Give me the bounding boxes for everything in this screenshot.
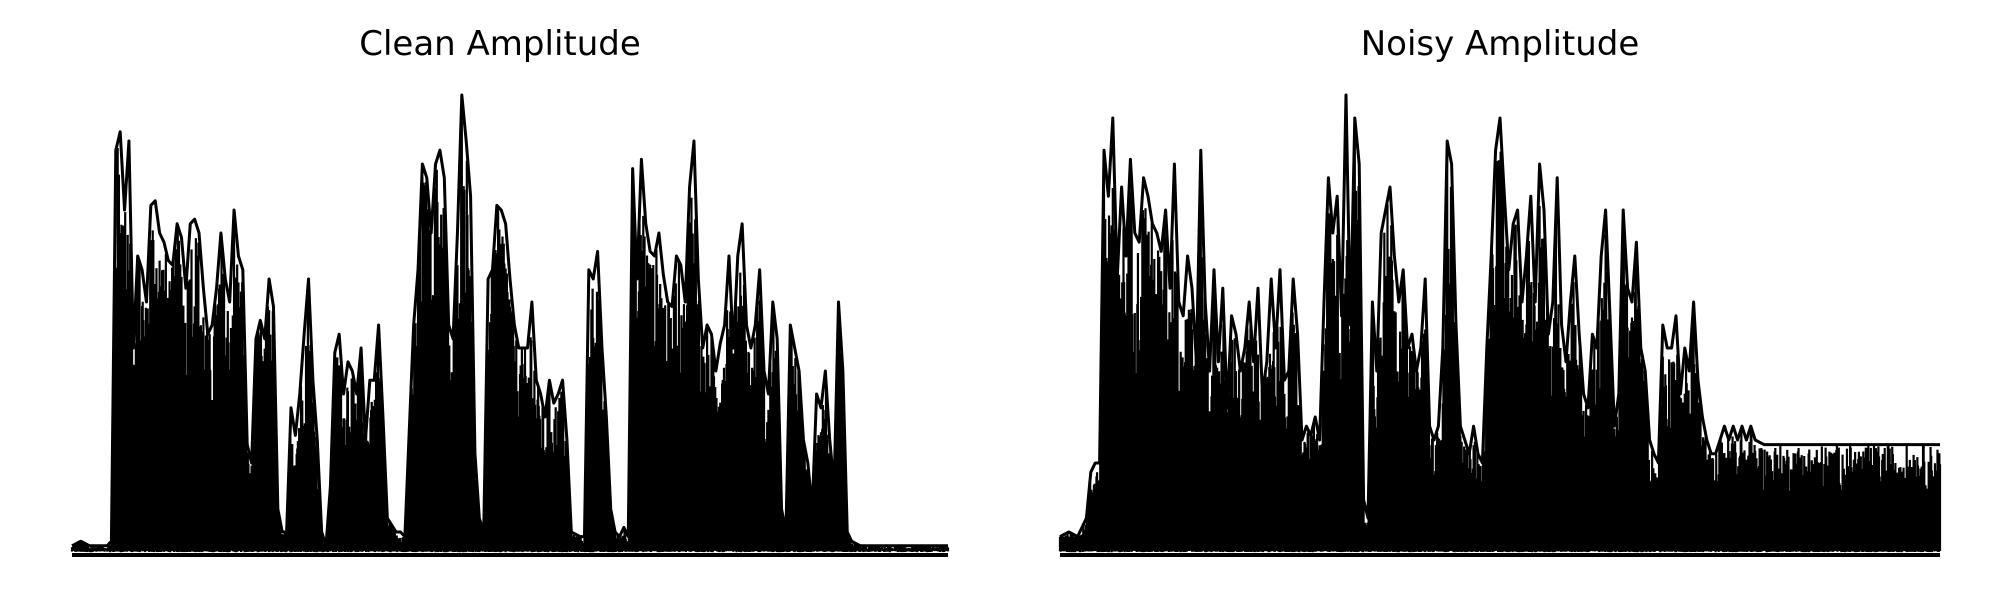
waveform-clean-trace: [70, 116, 950, 553]
waveform-clean-envelope: [71, 93, 948, 548]
chart-panel-noisy: Noisy Amplitude: [1000, 0, 2000, 600]
waveform-noisy-envelope: [1059, 93, 1940, 539]
waveform-plot-clean: [70, 93, 950, 557]
waveform-noisy-trace: [1058, 122, 1942, 553]
waveform-plot-noisy: [1058, 93, 1942, 557]
chart-title-noisy: Noisy Amplitude: [1360, 24, 1640, 64]
chart-panel-clean: Clean Amplitude: [70, 24, 950, 557]
chart-title-clean: Clean Amplitude: [359, 24, 641, 64]
